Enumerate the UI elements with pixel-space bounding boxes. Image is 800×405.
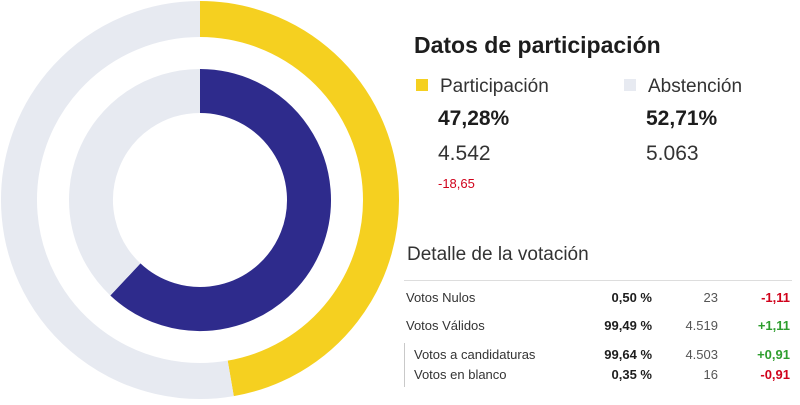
detail-title: Detalle de la votación [407, 244, 589, 265]
donut-chart [1, 1, 399, 399]
row-count: 23 [703, 290, 718, 305]
outer-slice-participation [199, 1, 399, 397]
abstention-count: 5.063 [646, 142, 699, 165]
abstention-percent: 52,71% [646, 107, 718, 130]
outer-ring [1, 1, 399, 399]
row-diff: -0,91 [760, 367, 790, 382]
row-percent: 99,49 % [604, 318, 652, 333]
outer-slice-abstention [1, 1, 234, 399]
detail-row-candidaturas: Votos a candidaturas 99,64 % 4.503 +0,91 [414, 347, 790, 363]
legend-participation: Participación [416, 76, 549, 98]
row-diff: +1,11 [757, 318, 790, 333]
participation-count: 4.542 [438, 142, 491, 165]
row-label: Votos en blanco [414, 367, 507, 382]
detail-divider [404, 280, 792, 281]
detail-row-blanco: Votos en blanco 0,35 % 16 -0,91 [414, 367, 790, 383]
row-count: 4.519 [685, 318, 718, 333]
inner-ring [69, 69, 331, 331]
participation-title: Datos de participación [414, 32, 661, 58]
participation-swatch [416, 79, 428, 91]
row-percent: 0,35 % [611, 367, 652, 382]
participation-diff: -18,65 [438, 176, 475, 191]
abstention-swatch [624, 79, 636, 91]
detail-row-validos: Votos Válidos 99,49 % 4.519 +1,11 [406, 318, 790, 334]
row-count: 4.503 [685, 347, 718, 362]
inner-slice-rest [69, 69, 201, 296]
row-count: 16 [703, 367, 718, 382]
detail-sub-indicator [404, 343, 405, 387]
participation-percent: 47,28% [438, 107, 510, 130]
participation-label: Participación [440, 76, 549, 97]
row-diff: +0,91 [757, 347, 790, 362]
row-label: Votos a candidaturas [414, 347, 536, 362]
row-diff: -1,11 [761, 290, 790, 305]
legend-abstention: Abstención [624, 76, 742, 98]
row-label: Votos Válidos [406, 318, 485, 333]
row-label: Votos Nulos [406, 290, 476, 305]
row-percent: 0,50 % [611, 290, 652, 305]
inner-slice-value [110, 69, 331, 331]
row-percent: 99,64 % [604, 347, 652, 362]
detail-row-nulos: Votos Nulos 0,50 % 23 -1,11 [406, 290, 790, 306]
abstention-label: Abstención [648, 76, 743, 97]
